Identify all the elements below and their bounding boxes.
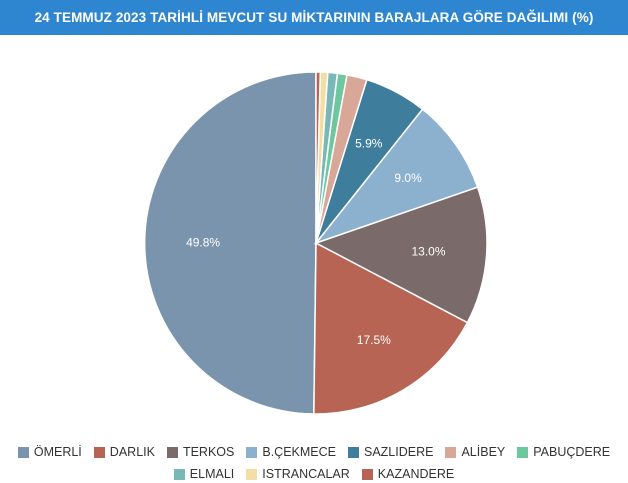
slice-value-label: 5.9% — [355, 136, 383, 150]
legend-item[interactable]: DARLIK — [93, 444, 155, 460]
pie-value-labels: 49.8% 17.5% 13.0% 9.0% 5.9% — [186, 136, 446, 347]
legend-label: DARLIK — [109, 445, 155, 459]
chart-legend: ÖMERLİ DARLIK TERKOS B.ÇEKMECE SAZLIDERE ALİB… — [0, 444, 628, 482]
legend-label: B.ÇEKMECE — [262, 445, 336, 459]
legend-item[interactable]: PABUÇDERE — [517, 444, 610, 460]
pie-slices — [143, 71, 488, 415]
pie-chart: 49.8% 17.5% 13.0% 9.0% 5.9% — [143, 71, 488, 415]
legend-label: ISTRANCALAR — [262, 467, 350, 481]
legend-swatch — [173, 468, 185, 480]
legend-label: PABUÇDERE — [533, 445, 611, 459]
legend-label: SAZLIDERE — [364, 445, 434, 459]
legend-label: ALİBEY — [461, 445, 506, 459]
legend-label: ELMALI — [189, 467, 235, 481]
legend-item[interactable]: SAZLIDERE — [348, 444, 433, 460]
slice-value-label: 49.8% — [186, 235, 220, 249]
pie-slice-darlik[interactable] — [313, 241, 469, 415]
legend-swatch — [517, 446, 529, 458]
legend-swatch — [445, 446, 457, 458]
pie-slice-terkos[interactable] — [314, 186, 488, 324]
legend-swatch — [361, 468, 373, 480]
legend-item[interactable]: ÖMERLİ — [17, 444, 82, 460]
legend-swatch — [93, 446, 105, 458]
legend-swatch — [166, 446, 178, 458]
legend-swatch — [246, 468, 258, 480]
legend-item[interactable]: ISTRANCALAR — [246, 466, 350, 482]
legend-item[interactable]: KAZANDERE — [361, 466, 455, 482]
pie-slice-b.çekmece[interactable] — [313, 108, 479, 245]
legend-swatch — [17, 446, 29, 458]
legend-label: KAZANDERE — [377, 467, 455, 481]
legend-item[interactable]: ELMALI — [173, 466, 235, 482]
legend-item[interactable]: TERKOS — [166, 444, 235, 460]
legend-label: TERKOS — [182, 445, 235, 459]
legend-item[interactable]: B.ÇEKMECE — [246, 444, 336, 460]
chart-title: 24 TEMMUZ 2023 TARİHLİ MEVCUT SU MİKTARI… — [0, 0, 628, 35]
legend-swatch — [348, 446, 359, 458]
slice-value-label: 13.0% — [411, 245, 445, 259]
pie-slice-ömerli̇[interactable] — [143, 71, 317, 415]
slice-value-label: 17.5% — [357, 333, 391, 347]
legend-label: ÖMERLİ — [33, 445, 82, 459]
pie-slice-kazandere[interactable] — [315, 71, 322, 244]
legend-swatch — [246, 446, 258, 458]
legend-item[interactable]: ALİBEY — [445, 444, 505, 460]
slice-value-label: 9.0% — [394, 171, 422, 185]
